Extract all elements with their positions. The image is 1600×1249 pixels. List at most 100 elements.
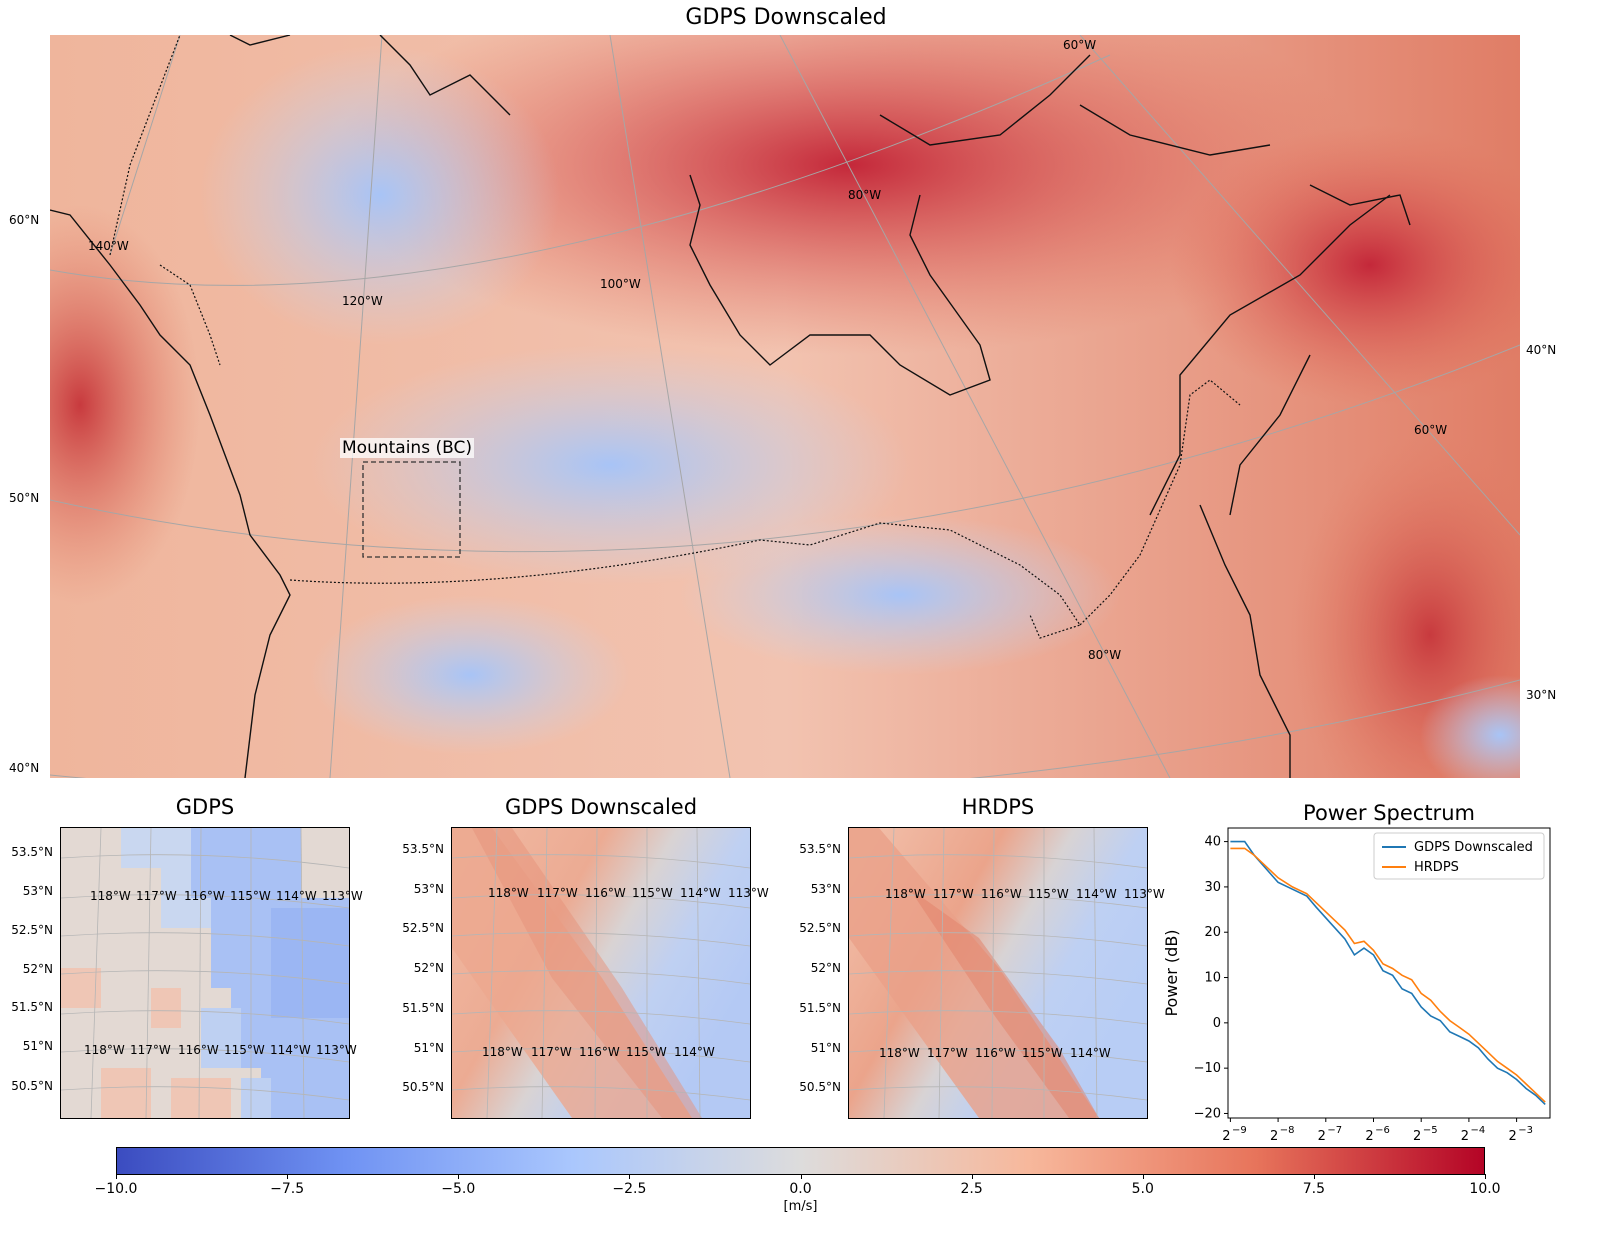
- panel-lat-tick: 53.5°N: [799, 842, 841, 856]
- main-lat-label-right: 30°N: [1526, 688, 1557, 702]
- main-lon-label: 100°W: [600, 277, 641, 291]
- panel-lon-tick-top: 113°W: [728, 886, 769, 900]
- panel-lat-tick: 52.5°N: [799, 921, 841, 935]
- spectrum-xtick-label: 2: [1508, 1129, 1516, 1144]
- panel-lon-tick-bottom: 118°W: [84, 1043, 125, 1057]
- spectrum-xtick-label: 2: [1413, 1129, 1421, 1144]
- spectrum-legend-entry: HRDPS: [1414, 860, 1459, 875]
- panel-lon-tick-bottom: 116°W: [975, 1046, 1016, 1060]
- spectrum-xtick-label: 2: [1318, 1129, 1326, 1144]
- panel-lon-tick-top: 114°W: [1076, 887, 1117, 901]
- main-lon-label: 140°W: [88, 239, 129, 253]
- panel-lon-tick-top: 117°W: [537, 886, 578, 900]
- panel-lon-tick-top: 115°W: [230, 889, 271, 903]
- colorbar-tick-label: 5.0: [1131, 1181, 1154, 1197]
- spectrum-ytick-label: −10: [1194, 1061, 1221, 1076]
- colorbar-tick-mark: [1485, 1174, 1486, 1179]
- colorbar-tick-label: 10.0: [1469, 1181, 1501, 1197]
- main-map: [50, 35, 1520, 778]
- spectrum-xtick-exponent: −4: [1471, 1125, 1486, 1136]
- main-map-title: GDPS Downscaled: [685, 5, 887, 30]
- main-lat-label-right: 40°N: [1526, 343, 1557, 357]
- panel-lon-tick-bottom: 115°W: [626, 1045, 667, 1059]
- spectrum-xtick-exponent: −7: [1327, 1125, 1342, 1136]
- panel-gdps-downscaled: [451, 827, 751, 1119]
- panel-lon-tick-top: 117°W: [136, 889, 177, 903]
- panel-lon-tick-bottom: 116°W: [178, 1043, 219, 1057]
- panel-lon-tick-top: 114°W: [680, 886, 721, 900]
- spectrum-xtick-exponent: −9: [1232, 1125, 1247, 1136]
- panel-lat-tick: 53.5°N: [402, 842, 444, 856]
- panel-lat-tick: 52.5°N: [402, 921, 444, 935]
- panel-lat-tick: 51°N: [413, 1041, 444, 1055]
- colorbar-tick-mark: [1313, 1174, 1315, 1179]
- region-label: Mountains (BC): [340, 438, 474, 458]
- panel-lat-tick: 51°N: [22, 1039, 53, 1053]
- main-lat-label: 60°N: [9, 213, 40, 227]
- spectrum-series-line: [1230, 840, 1546, 1105]
- panel-gdps: [60, 827, 350, 1119]
- panel-lat-tick: 53.5°N: [11, 845, 53, 859]
- main-lon-label: 60°W: [1063, 38, 1097, 52]
- spectrum-ytick-label: −20: [1194, 1106, 1221, 1121]
- panel-lat-tick: 53°N: [413, 882, 444, 896]
- panel-lon-tick-top: 116°W: [184, 889, 225, 903]
- spectrum-xtick-exponent: −3: [1518, 1125, 1533, 1136]
- panel-lon-tick-bottom: 115°W: [1022, 1046, 1063, 1060]
- main-map-field: [50, 35, 1520, 778]
- panel-lon-tick-top: 115°W: [632, 886, 673, 900]
- colorbar-label: [m/s]: [783, 1199, 818, 1214]
- spectrum-xtick-exponent: −6: [1375, 1125, 1390, 1136]
- colorbar-tick-mark: [800, 1174, 802, 1179]
- panel-gdps-downscaled-field: [452, 828, 750, 1118]
- spectrum-ylabel: Power (dB): [1162, 929, 1181, 1016]
- spectrum-ytick-label: 20: [1204, 925, 1221, 940]
- colorbar-tick-mark: [971, 1174, 973, 1179]
- panel-lat-tick: 50.5°N: [11, 1079, 53, 1093]
- main-lon-label: 120°W: [342, 294, 383, 308]
- spectrum-ytick-label: 40: [1204, 835, 1221, 850]
- colorbar-tick-mark: [1142, 1174, 1144, 1179]
- spectrum-frame: [1227, 827, 1551, 1119]
- main-lat-label: 50°N: [9, 491, 40, 505]
- panel-hrdps-field: [849, 828, 1147, 1118]
- colorbar-tick-mark: [287, 1174, 289, 1179]
- panel-lon-tick-top: 117°W: [933, 887, 974, 901]
- colorbar-tick-label: 7.5: [1302, 1181, 1325, 1197]
- spectrum-xtick-label: 2: [1222, 1129, 1230, 1144]
- spectrum-xtick-label: 2: [1365, 1129, 1373, 1144]
- panel-lon-tick-bottom: 114°W: [1070, 1046, 1111, 1060]
- panel-lat-tick: 52°N: [22, 962, 53, 976]
- colorbar-tick-label: 2.5: [960, 1181, 983, 1197]
- power-spectrum-chart: Power Spectrum −20 −10 0 10 20 30 40 2 −9 2 −8 2 −7 2−…: [1160, 795, 1560, 1155]
- spectrum-legend-box: [1373, 832, 1545, 880]
- spectrum-ytick-label: 30: [1204, 880, 1221, 895]
- spectrum-title: Power Spectrum: [1303, 801, 1475, 825]
- colorbar-tick-label: −2.5: [612, 1181, 647, 1197]
- panel-lon-tick-top: 118°W: [885, 887, 926, 901]
- panel-lat-tick: 51.5°N: [402, 1001, 444, 1015]
- panel-lat-tick: 51.5°N: [11, 1000, 53, 1014]
- spectrum-legend-entry: GDPS Downscaled: [1414, 840, 1533, 855]
- panel-lon-tick-top: 114°W: [276, 889, 317, 903]
- main-lon-label: 80°W: [1088, 648, 1122, 662]
- panel-lon-tick-bottom: 116°W: [579, 1045, 620, 1059]
- panel-lon-tick-bottom: 114°W: [674, 1045, 715, 1059]
- panel-lon-tick-bottom: 117°W: [531, 1045, 572, 1059]
- colorbar-tick-label: −10.0: [94, 1181, 138, 1197]
- main-lon-label: 60°W: [1414, 423, 1448, 437]
- spectrum-xtick-exponent: −5: [1423, 1125, 1438, 1136]
- panel-lon-tick-bottom: 117°W: [927, 1046, 968, 1060]
- panel-lat-tick: 53°N: [22, 884, 53, 898]
- panel-title-gdps: GDPS: [175, 795, 235, 819]
- spectrum-xtick-label: 2: [1270, 1129, 1278, 1144]
- panel-lon-tick-bottom: 118°W: [482, 1045, 523, 1059]
- panel-lat-tick: 52.5°N: [11, 923, 53, 937]
- colorbar-tick-mark: [116, 1174, 117, 1179]
- panel-lon-tick-top: 118°W: [488, 886, 529, 900]
- panel-lon-tick-top: 116°W: [585, 886, 626, 900]
- panel-lon-tick-bottom: 118°W: [879, 1046, 920, 1060]
- panel-title-gdps-downscaled: GDPS Downscaled: [504, 795, 698, 819]
- panel-lat-tick: 52°N: [413, 961, 444, 975]
